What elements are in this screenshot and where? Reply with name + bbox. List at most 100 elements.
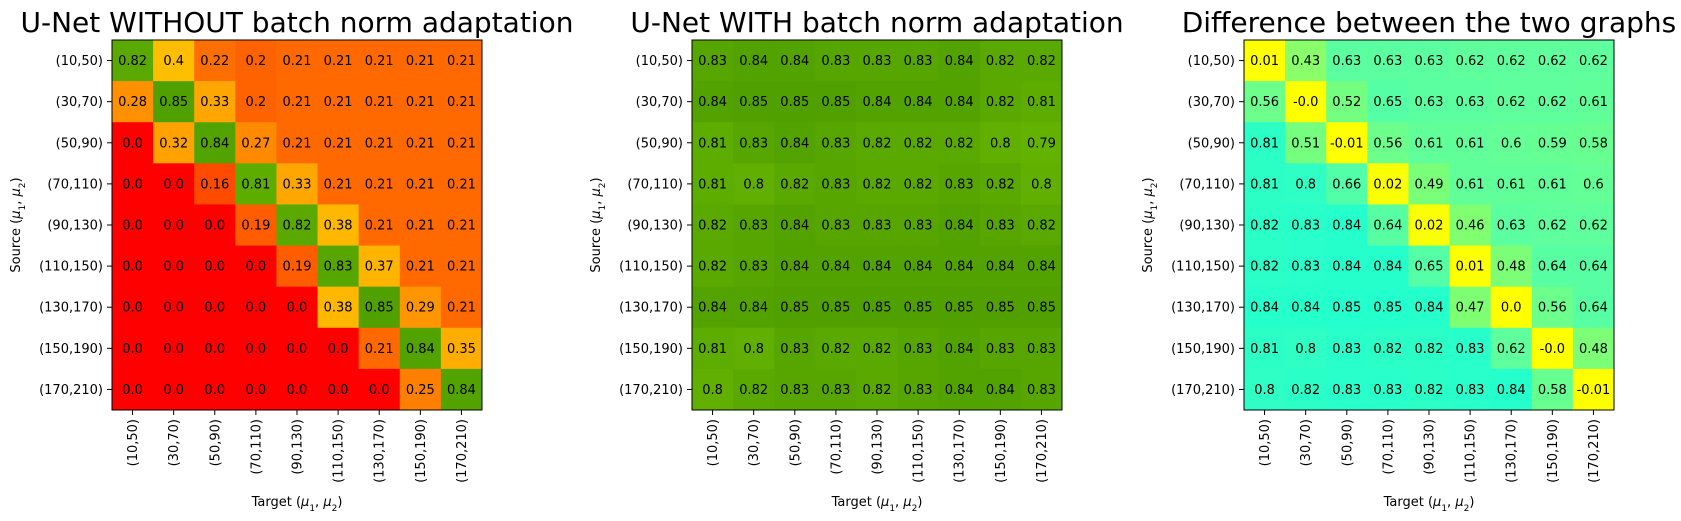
cell-value-label: 0.82 (863, 136, 892, 151)
heatmap-cell (692, 245, 734, 288)
heatmap-cell (774, 40, 816, 82)
cell-value-label: 0.84 (1250, 301, 1279, 316)
y-tick-label: (50,90) (56, 136, 103, 151)
heatmap-cell (938, 245, 981, 288)
heatmap-cell (856, 163, 899, 205)
cell-value-label: 0.63 (1456, 95, 1485, 110)
heatmap-cell (897, 286, 940, 329)
heatmap-cell (979, 122, 1022, 164)
heatmap-cell (1326, 122, 1368, 164)
x-axis-label: Target (μ1, μ2) (1383, 495, 1475, 514)
cell-value-label: 0.81 (1250, 342, 1279, 357)
y-tick-labels: (10,50) (30,70) (50,90) (70,110) (90,130) (11… (619, 54, 692, 398)
heatmap-cell (276, 204, 319, 247)
heatmap-cell (1572, 368, 1615, 411)
heatmap-cell (112, 245, 154, 288)
cell-value-label: 0.52 (1332, 95, 1361, 110)
heatmap-cell (399, 122, 442, 164)
heatmap-cell (317, 81, 360, 123)
heatmap-cell (153, 245, 195, 288)
cell-value-label: 0.8 (1254, 383, 1275, 398)
heatmap-cell (1408, 204, 1451, 247)
heatmap-cell (692, 81, 734, 123)
heatmap-cell (1572, 122, 1615, 164)
heatmap-cell (1408, 163, 1451, 205)
cell-value-label: 0.83 (821, 383, 850, 398)
cell-value-label: 0.84 (904, 95, 933, 110)
heatmap-cell (774, 286, 816, 329)
heatmap-cell (194, 245, 236, 288)
cell-value-label: 0.61 (1579, 95, 1608, 110)
heatmap-cell (235, 368, 277, 411)
heatmap-cell (1449, 81, 1492, 123)
heatmap-cell (1490, 122, 1533, 164)
heatmap-cell (1408, 40, 1451, 82)
cell-value-label: 0.61 (1415, 136, 1444, 151)
heatmap-cell (1020, 40, 1063, 82)
cell-value-label: 0.83 (1456, 383, 1485, 398)
heatmap-cell (1572, 204, 1615, 247)
heatmap-cell (1367, 40, 1409, 82)
heatmap-cell (1020, 122, 1063, 164)
cell-value-label: 0.83 (904, 54, 933, 69)
x-tick-label: (30,70) (167, 419, 182, 466)
cell-value-label: 0.0 (122, 260, 143, 275)
heatmap-cell (1244, 122, 1286, 164)
cell-value-label: 0.81 (698, 342, 727, 357)
heatmap-cell (733, 163, 775, 205)
cell-value-label: 0.64 (1373, 219, 1402, 234)
heatmap-cell (1326, 40, 1368, 82)
cell-value-label: -0.01 (1330, 136, 1364, 151)
heatmap-cell (856, 122, 899, 164)
cell-value-label: 0.8 (990, 136, 1011, 151)
heatmap-panel-difference: Difference between the two graphs 0.01 0.… (1141, 6, 1676, 514)
panel-title: Difference between the two graphs (1182, 6, 1677, 39)
heatmap-cell (112, 81, 154, 123)
heatmap-cell (692, 286, 734, 329)
heatmap-cell (399, 163, 442, 205)
cell-value-label: 0.21 (406, 136, 435, 151)
heatmap-cell (856, 81, 899, 123)
cell-value-label: 0.0 (122, 383, 143, 398)
heatmap-cell (979, 81, 1022, 123)
heatmap-cell (194, 122, 236, 164)
heatmap-cell (440, 163, 483, 205)
cell-value-label: 0.35 (447, 342, 476, 357)
y-axis-label: Source (μ1, μ2) (9, 177, 28, 272)
cell-value-label: 0.62 (1538, 95, 1567, 110)
y-tick-label: (110,150) (619, 260, 683, 275)
heatmap-cell (733, 245, 775, 288)
heatmap-cell (1285, 204, 1327, 247)
x-tick-labels: (10,50) (30,70) (50,90) (70,110) (90,130) (11… (706, 410, 1050, 483)
cell-value-label: 0.82 (698, 260, 727, 275)
cell-value-label: 0.85 (1027, 301, 1056, 316)
heatmap-cell (774, 204, 816, 247)
cell-value-label: 0.43 (1291, 54, 1320, 69)
heatmap-cell (1531, 204, 1574, 247)
heatmap-cell (815, 368, 857, 411)
heatmap-cell (1531, 163, 1574, 205)
heatmap-cell (733, 368, 775, 411)
cell-value-label: 0.01 (1456, 260, 1485, 275)
cell-value-label: 0.22 (200, 54, 229, 69)
cell-value-label: 0.63 (1415, 95, 1444, 110)
panel-title: U-Net WITH batch norm adaptation (630, 6, 1123, 39)
cell-value-label: 0.0 (204, 301, 225, 316)
cell-value-label: 0.82 (904, 136, 933, 151)
cell-value-label: 0.0 (369, 383, 390, 398)
heatmap-cell (1449, 122, 1492, 164)
y-tick-label: (150,190) (1171, 342, 1235, 357)
cell-value-label: 0.2 (246, 95, 267, 110)
cell-value-label: 0.83 (821, 54, 850, 69)
heatmap-cell (1531, 368, 1574, 411)
cell-value-label: 0.81 (1250, 177, 1279, 192)
cell-value-label: 0.8 (1295, 177, 1316, 192)
cell-value-label: 0.82 (1373, 342, 1402, 357)
heatmap-cell (1020, 245, 1063, 288)
cell-value-label: 0.84 (780, 54, 809, 69)
heatmap-cell (358, 81, 401, 123)
heatmap-cell (1367, 204, 1409, 247)
cell-value-label: 0.62 (1538, 54, 1567, 69)
cell-value-label: 0.85 (159, 95, 188, 110)
cell-value-label: 0.38 (324, 301, 353, 316)
